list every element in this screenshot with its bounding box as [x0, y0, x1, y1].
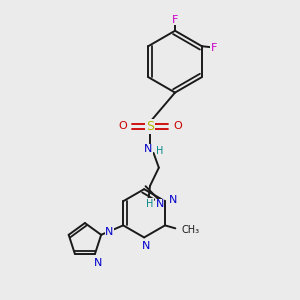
- Text: H: H: [146, 199, 154, 208]
- Text: O: O: [118, 122, 127, 131]
- Text: CH₃: CH₃: [181, 225, 199, 235]
- Text: S: S: [146, 120, 154, 133]
- Text: F: F: [211, 43, 217, 53]
- Text: N: N: [155, 199, 164, 209]
- Text: O: O: [173, 122, 182, 131]
- Text: N: N: [105, 227, 114, 237]
- Text: N: N: [94, 258, 103, 268]
- Text: N: N: [144, 144, 153, 154]
- Text: N: N: [169, 195, 178, 205]
- Text: N: N: [141, 241, 150, 251]
- Text: H: H: [156, 146, 164, 156]
- Text: F: F: [172, 15, 178, 25]
